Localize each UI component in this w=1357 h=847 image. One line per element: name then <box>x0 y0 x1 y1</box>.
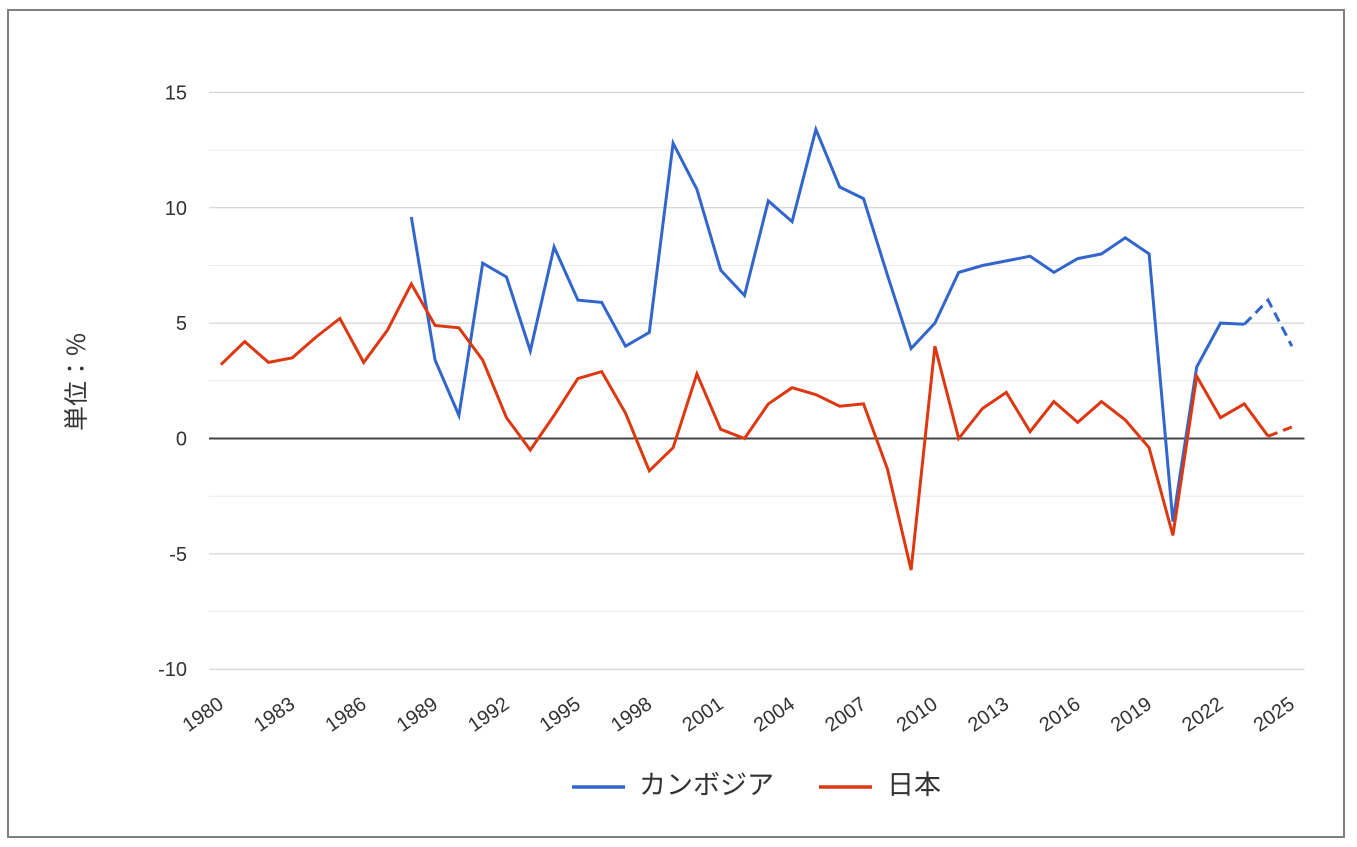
svg-text:-5: -5 <box>169 544 187 566</box>
svg-text:15: 15 <box>165 82 187 104</box>
svg-text:0: 0 <box>176 429 187 451</box>
svg-text:-10: -10 <box>158 659 187 681</box>
svg-text:10: 10 <box>165 198 187 220</box>
svg-text:5: 5 <box>176 313 187 335</box>
